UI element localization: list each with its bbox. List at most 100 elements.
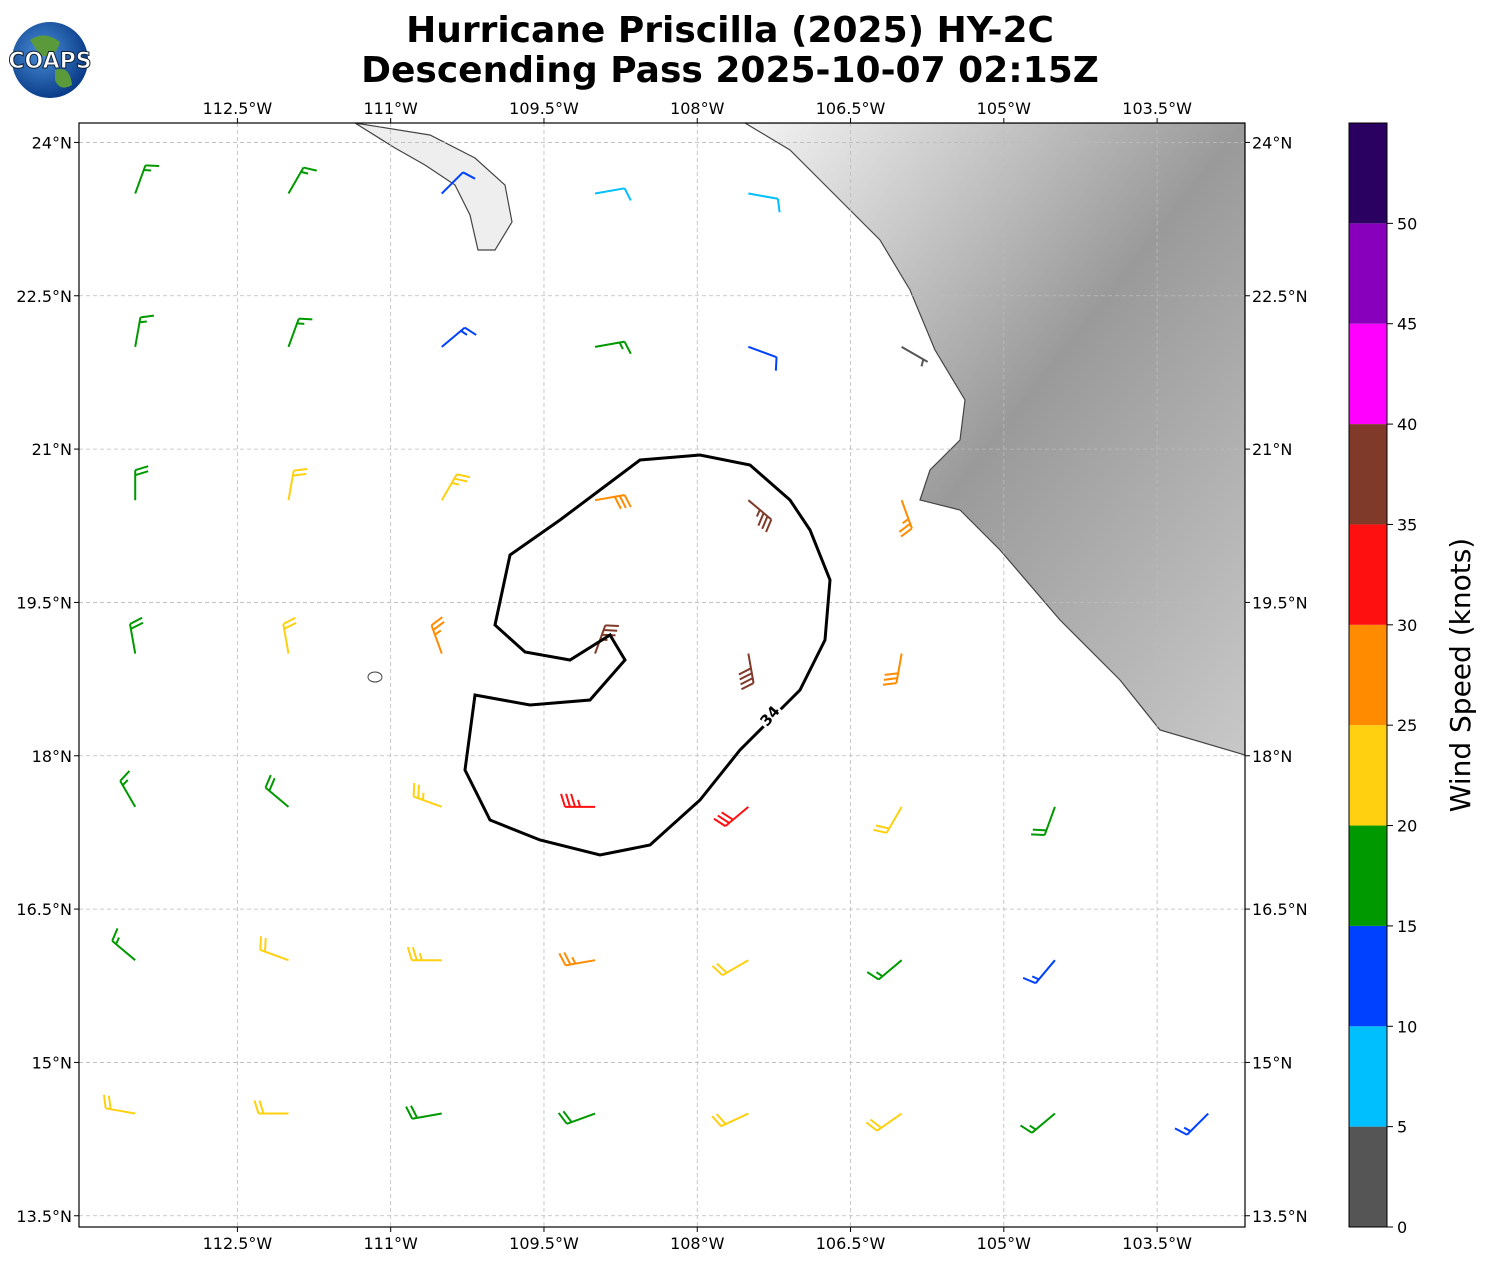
x-tick-label: 112.5°W: [203, 99, 273, 118]
wind-barb: [253, 1100, 289, 1115]
y-tick-label: 21°N: [1252, 440, 1292, 459]
colorbar-segment: [1349, 524, 1387, 625]
wind-barb: [119, 770, 137, 808]
wind-barb: [134, 314, 155, 348]
wind-barb: [440, 473, 471, 501]
wind-barb: [134, 465, 149, 501]
wind-barb: [111, 927, 136, 961]
wind-barb: [557, 1110, 596, 1125]
y-tick-label: 24°N: [32, 133, 72, 152]
colorbar-segment: [1349, 624, 1387, 726]
wind-barb: [287, 467, 308, 501]
wind-barb: [898, 499, 913, 538]
wind-barb: [102, 1094, 136, 1115]
wind-barb: [287, 317, 313, 348]
colorbar-segment: [1349, 223, 1387, 324]
colorbar-tick-label: 45: [1397, 315, 1417, 334]
title-line: Hurricane Priscilla (2025) HY-2C: [406, 10, 1054, 51]
y-tick-label: 18°N: [1252, 747, 1292, 766]
basemap: [354, 123, 1245, 756]
y-tick-label: 13.5°N: [16, 1207, 72, 1226]
x-tick-label: 109.5°W: [509, 99, 579, 118]
colorbar-segment: [1349, 1026, 1387, 1127]
wind-barb: [412, 782, 443, 808]
y-tick-label: 18°N: [32, 747, 72, 766]
colorbar-segment: [1349, 725, 1387, 826]
wind-barb: [405, 1105, 442, 1120]
wind-barb: [711, 1112, 749, 1128]
grid: 112.5°W 112.5°W 111°W 111°W 109.5°W 109.5°W 10…: [16, 99, 1307, 1253]
colorbar-segment: [1349, 825, 1387, 926]
colorbar-tick-label: 35: [1397, 515, 1417, 534]
logo: COAPS: [8, 22, 92, 98]
wind-barb: [865, 1112, 903, 1132]
colorbar-segment: [1349, 925, 1387, 1027]
wind-barb: [594, 624, 619, 654]
y-tick-label: 15°N: [1252, 1053, 1292, 1072]
wind-barb: [560, 793, 596, 808]
wind-barb: [406, 946, 442, 962]
title-line: Descending Pass 2025-10-07 02:15Z: [361, 50, 1099, 91]
x-tick-label: 103.5°W: [1122, 1234, 1192, 1253]
colorbar-tick-label: 0: [1397, 1218, 1407, 1237]
wind-barb: [748, 345, 778, 371]
wind-barb: [594, 187, 632, 201]
wind-barb: [713, 806, 749, 827]
colorbar-tick-label: 30: [1397, 616, 1417, 635]
colorbar-tick-label: 40: [1397, 415, 1417, 434]
x-tick-label: 112.5°W: [203, 1234, 273, 1253]
colorbar-tick-label: 5: [1397, 1118, 1407, 1137]
colorbar-tick-label: 10: [1397, 1017, 1417, 1036]
y-tick-label: 13.5°N: [1252, 1207, 1308, 1226]
wind-barb: [594, 340, 632, 355]
wind-barb: [129, 616, 144, 654]
wind-barb: [594, 494, 632, 510]
wind-barb: [711, 959, 749, 977]
x-tick-label: 106.5°W: [816, 1234, 886, 1253]
y-tick-label: 24°N: [1252, 133, 1292, 152]
y-tick-label: 19.5°N: [16, 593, 72, 612]
colorbar: 0 5 10 15 20 25 30 35 40 45 50: [1348, 122, 1417, 1237]
wind-barb: [259, 936, 289, 962]
wind-barb: [441, 326, 477, 348]
wind-barb: [873, 806, 903, 834]
y-tick-label: 16.5°N: [1252, 900, 1308, 919]
x-tick-label: 111°W: [364, 1234, 419, 1253]
x-tick-label: 109.5°W: [509, 1234, 579, 1253]
wind-barb: [287, 166, 317, 195]
y-tick-label: 15°N: [32, 1053, 72, 1072]
contour-line: [463, 453, 832, 857]
colorbar-tick-label: 25: [1397, 716, 1417, 735]
x-tick-label: 105°W: [977, 99, 1032, 118]
wind-barb: [134, 164, 160, 194]
wind-barb: [430, 616, 445, 654]
x-tick-label: 108°W: [670, 1234, 725, 1253]
y-tick-label: 19.5°N: [1252, 593, 1308, 612]
colorbar-tick-label: 20: [1397, 817, 1417, 836]
x-tick-label: 108°W: [670, 99, 725, 118]
colorbar-label: Wind Speed (knots): [1444, 538, 1477, 812]
y-tick-label: 21°N: [32, 440, 72, 459]
contour-label-text: 34: [756, 702, 783, 730]
y-tick-label: 22.5°N: [16, 287, 72, 306]
x-tick-label: 105°W: [977, 1234, 1032, 1253]
plot-frame: [78, 122, 1246, 1228]
wind-barb: [747, 499, 773, 533]
logo-text: COAPS: [8, 49, 91, 74]
wind-barb: [901, 346, 929, 367]
wind-barb: [866, 959, 903, 981]
wind-barb: [558, 951, 596, 967]
colorbar-segment: [1349, 323, 1387, 425]
y-tick-label: 16.5°N: [16, 900, 72, 919]
x-tick-label: 103.5°W: [1122, 99, 1192, 118]
wind-barb: [264, 774, 290, 808]
wind-barb: [882, 653, 903, 686]
colorbar-frame: [1348, 122, 1388, 1228]
colorbar-segment: [1349, 1126, 1387, 1227]
colorbar-tick-label: 15: [1397, 917, 1417, 936]
wind-barb: [1174, 1112, 1209, 1136]
contour-label: 34: [754, 700, 786, 732]
wind-barb: [748, 192, 781, 213]
colorbar-segment: [1349, 123, 1387, 224]
